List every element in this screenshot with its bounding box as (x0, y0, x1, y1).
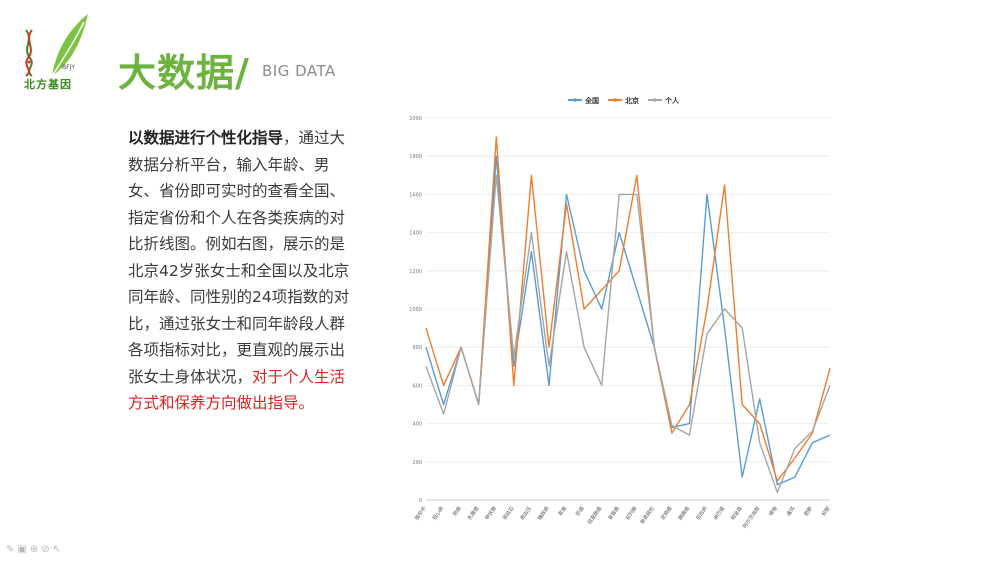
series-line-3 (425, 174, 831, 494)
description-lead: 以数据进行个性化指导 (128, 129, 284, 147)
x-tick-label: 白血病 (694, 505, 708, 521)
x-tick-label: 宫颈癌 (659, 505, 673, 521)
legend-marker (613, 98, 617, 102)
x-tick-label: 食管癌 (607, 505, 621, 521)
company-logo (25, 14, 88, 77)
x-tick-label: 痛风 (785, 505, 796, 517)
x-tick-label: 甲状腺 (484, 505, 498, 521)
x-tick-label: 阿尔茨海默 (741, 505, 761, 530)
y-tick-label: 1400 (409, 231, 422, 237)
zoom-icon[interactable]: ⊕ (29, 544, 42, 555)
y-tick-label: 400 (412, 422, 422, 428)
description-text: 以数据进行个性化指导，通过大数据分析平台，输入年龄、男女、省份即可实时的查看全国… (128, 125, 360, 417)
x-tick-label: 冠心病 (431, 505, 445, 521)
x-tick-label: 肥胖 (803, 505, 814, 517)
series-line-2 (425, 136, 831, 482)
slide-toolbar: ✎▣⊕⊘↖ (6, 544, 64, 555)
x-tick-label: 前列腺 (624, 505, 638, 521)
legend-marker (573, 98, 577, 102)
x-tick-label: 乳腺癌 (466, 505, 480, 521)
page-title: 大数据/ (118, 51, 250, 95)
legend-label: 个人 (664, 96, 680, 105)
x-tick-label: 肝癌 (574, 505, 585, 517)
comparison-line-chart: 0 200 400 600 800 1000 1200 1400 1600 1800 2000 脑卒中… (409, 96, 831, 530)
description-body: ，通过大数据分析平台，输入年龄、男女、省份即可实时的查看全国、指定省份和个人在各… (128, 129, 350, 386)
x-tick-label: 脑卒中 (413, 505, 427, 521)
x-tick-label: 骨质疏松 (639, 505, 656, 525)
x-tick-label: 淋巴瘤 (712, 505, 726, 521)
description-highlight: 对于个人生活方式和保养方向做出指导。 (128, 367, 346, 413)
y-tick-label: 800 (412, 345, 422, 351)
legend-label: 全国 (584, 96, 599, 105)
x-tick-label: 肾结石 (501, 505, 515, 521)
legend-marker (653, 98, 657, 102)
x-tick-label: 胃癌 (557, 505, 568, 517)
x-tick-label: 结直肠癌 (586, 505, 603, 525)
x-tick-label: 哮喘 (767, 505, 778, 517)
y-tick-label: 0 (419, 498, 422, 504)
x-tick-label: 高血压 (519, 505, 533, 521)
image-icon[interactable]: ▣ (17, 544, 30, 555)
y-tick-label: 2000 (409, 116, 422, 122)
x-tick-label: 糖尿病 (536, 505, 550, 521)
x-tick-label: 肺癌 (451, 505, 462, 517)
y-tick-label: 1000 (409, 307, 422, 313)
y-tick-label: 600 (412, 383, 422, 389)
y-tick-label: 200 (412, 460, 422, 466)
x-tick-label: 胰腺癌 (677, 505, 691, 521)
link-icon[interactable]: ⊘ (41, 544, 53, 555)
y-tick-label: 1200 (409, 269, 422, 275)
series-line-1 (425, 155, 831, 486)
logo-text: 北方基因 (24, 78, 72, 91)
y-tick-label: 1600 (409, 192, 422, 198)
y-tick-label: 1800 (409, 154, 422, 160)
legend-label: 北京 (625, 96, 639, 105)
x-tick-label: 抑郁 (820, 505, 831, 517)
pointer-icon[interactable]: ↖ (52, 544, 65, 555)
x-tick-label: 帕金森 (729, 505, 743, 521)
page-subtitle: BIG DATA (262, 62, 336, 80)
pen-icon[interactable]: ✎ (6, 544, 18, 555)
logo-mark: BFJY (62, 64, 76, 71)
